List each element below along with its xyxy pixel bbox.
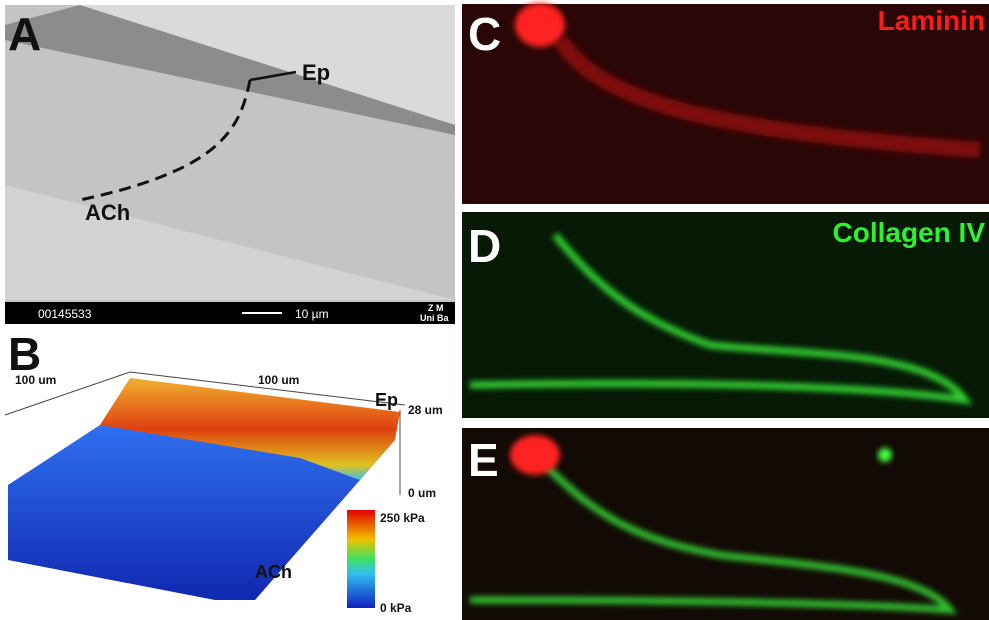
signal [515, 3, 565, 47]
panel-a: A Ep ACh 00145533 10 µm Z M Uni Ba [5, 5, 455, 324]
panel-label: C [468, 8, 501, 60]
figure: A Ep ACh 00145533 10 µm Z M Uni Ba B 100… [0, 0, 989, 620]
annotation: Ep [375, 390, 398, 410]
colorbar-label: 250 kPa [380, 511, 425, 525]
panel-e: E [462, 428, 989, 620]
axis-label: 100 um [15, 373, 56, 387]
scale-text: 10 µm [295, 307, 329, 321]
colorbar-label: 0 kPa [380, 601, 412, 615]
signal [878, 448, 892, 462]
panel-label: D [468, 220, 501, 272]
logo: Uni Ba [420, 313, 449, 323]
signal [510, 435, 560, 475]
panel-c: C Laminin [462, 3, 989, 204]
annotation: ACh [85, 200, 130, 225]
logo: Z M [428, 303, 444, 313]
axis-label: 0 um [408, 486, 436, 500]
stain-label: Laminin [878, 5, 985, 36]
stain-label: Collagen IV [833, 217, 986, 248]
panel-b: B 100 um 100 um 28 um 0 um Ep ACh 250 kP… [5, 328, 443, 615]
annotation: Ep [302, 60, 330, 85]
panel-label: A [8, 8, 41, 60]
colorbar [347, 510, 375, 608]
annotation: ACh [255, 562, 292, 582]
axis-label: 100 um [258, 373, 299, 387]
image-id: 00145533 [38, 307, 92, 321]
panel-d: D Collagen IV [462, 212, 989, 418]
panel-label: E [468, 434, 499, 486]
axis-label: 28 um [408, 403, 443, 417]
